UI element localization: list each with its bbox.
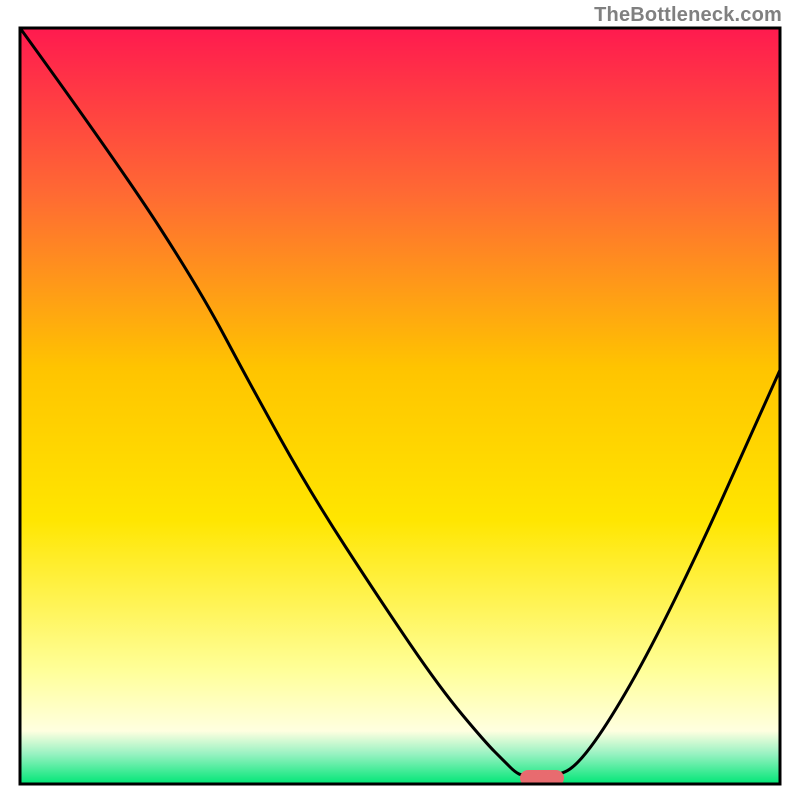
bottleneck-chart [0, 0, 800, 800]
watermark-text: TheBottleneck.com [594, 4, 782, 27]
chart-stage: TheBottleneck.com [0, 0, 800, 800]
gradient-background [20, 28, 780, 784]
